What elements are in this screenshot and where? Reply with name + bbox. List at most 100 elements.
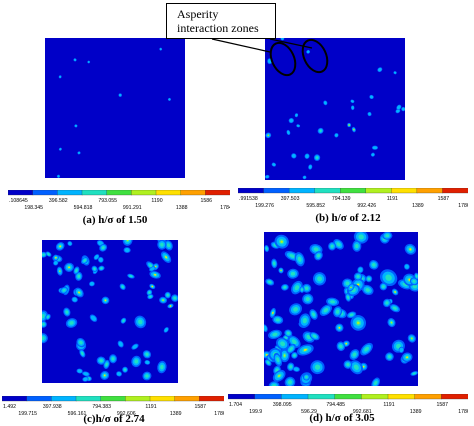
contact-spot xyxy=(398,346,405,353)
contact-spot xyxy=(312,272,327,286)
contact-spot xyxy=(313,154,321,162)
contact-spot xyxy=(352,240,362,252)
contact-spot xyxy=(387,318,396,328)
contact-spot xyxy=(45,313,51,320)
colorbar-segment xyxy=(288,187,316,194)
colorbar-tick-label: 1389 xyxy=(170,411,182,417)
contact-spot xyxy=(296,124,301,128)
contact-spot xyxy=(97,256,104,263)
colorbar-segment xyxy=(340,187,367,194)
colorbar-tick-label: 1786 xyxy=(458,203,468,209)
contact-spot xyxy=(272,315,284,325)
contact-spot xyxy=(382,232,393,240)
contact-spot xyxy=(65,318,78,328)
contact-spot xyxy=(123,247,131,253)
colorbar-tick-label: 992.426 xyxy=(357,203,376,209)
contact-spot xyxy=(89,314,98,322)
colorbar-segment xyxy=(131,189,157,196)
colorbar-segment xyxy=(125,395,151,402)
colorbar-segment xyxy=(442,187,469,194)
contact-spot xyxy=(276,337,290,351)
contact-spot xyxy=(127,273,135,279)
colorbar-segment xyxy=(391,187,418,194)
colorbar-c: 1.492 199.715 397.938 596.161 794.383 992.606… xyxy=(1,395,226,418)
colorbar-tick-label: 199.276 xyxy=(255,203,274,209)
contact-spot xyxy=(349,360,363,375)
contact-spot xyxy=(345,293,351,302)
contact-spot xyxy=(76,368,83,374)
contact-spot xyxy=(122,240,133,246)
contact-spot xyxy=(302,373,310,381)
contact-spot xyxy=(171,294,178,302)
colorbar-tick-label: 1191 xyxy=(145,404,156,410)
contact-spot xyxy=(379,282,388,291)
contact-spot xyxy=(385,352,394,361)
contact-spot xyxy=(294,113,299,118)
contact-spot xyxy=(149,283,156,290)
colorbar-segment xyxy=(57,189,83,196)
contact-spot xyxy=(410,371,418,376)
contact-spot xyxy=(317,127,324,134)
contact-spot xyxy=(42,251,47,258)
contour-plot-d xyxy=(264,232,418,386)
colorbar-tick-label: 793.055 xyxy=(98,198,117,204)
contact-spot xyxy=(76,337,86,348)
contact-spot xyxy=(336,341,346,352)
contact-spot xyxy=(333,306,343,318)
contact-spot xyxy=(60,286,69,294)
contact-spot xyxy=(159,47,163,51)
colorbar-tick-label: 794.139 xyxy=(332,196,351,202)
contact-spot xyxy=(351,126,356,133)
contact-spot xyxy=(264,245,270,253)
caption-d: (d) h/σ of 3.05 xyxy=(309,412,375,424)
contact-spot xyxy=(291,153,297,159)
colorbar-tick-label: 199.715 xyxy=(18,411,37,417)
colorbar-segment xyxy=(416,187,444,194)
contact-spot xyxy=(393,71,397,75)
colorbar-segment xyxy=(174,395,200,402)
contact-spot xyxy=(291,352,298,359)
colorbar-tick-label: 594.818 xyxy=(74,205,93,211)
contact-spot xyxy=(53,260,59,266)
contact-spot xyxy=(314,251,323,261)
contact-spot xyxy=(350,315,367,331)
colorbar-segment xyxy=(361,393,389,400)
colorbar-tick-label: 992.606 xyxy=(117,411,136,417)
contact-spot xyxy=(93,254,100,260)
contact-spot xyxy=(75,271,83,281)
contact-spot xyxy=(347,122,351,128)
contact-spot xyxy=(157,360,167,374)
contact-spot xyxy=(371,377,381,386)
contact-spot xyxy=(414,272,418,280)
colorbar-d: 1.704 199.9 398.095 596.29 794.485 992.681 119… xyxy=(227,393,470,416)
contact-spot xyxy=(391,288,399,296)
colorbar-tick-label: 991.291 xyxy=(123,205,142,211)
contact-spot xyxy=(118,93,122,97)
contact-spot xyxy=(45,251,52,257)
contact-spot xyxy=(42,320,47,328)
contact-spot xyxy=(42,333,48,344)
contact-spot xyxy=(350,105,355,111)
contact-spot xyxy=(58,147,62,151)
contact-spot xyxy=(319,304,332,316)
plot-background xyxy=(45,38,185,178)
contact-spot xyxy=(379,269,398,287)
contour-map-d xyxy=(264,232,418,386)
caption-a: (a) h/σ of 1.50 xyxy=(82,214,148,226)
contact-spot xyxy=(326,297,340,306)
colorbar-tick-label: 1389 xyxy=(412,203,424,209)
contact-spot xyxy=(389,304,401,313)
contact-spot xyxy=(149,266,156,272)
colorbar-tick-label: 1587 xyxy=(437,402,449,408)
colorbar-tick-label: 1191 xyxy=(387,196,398,202)
colorbar-segment xyxy=(237,187,265,194)
contact-spot xyxy=(360,342,373,356)
contact-spot xyxy=(347,283,355,292)
colorbar-segment xyxy=(100,395,126,402)
contact-spot xyxy=(120,317,127,324)
contact-spot xyxy=(55,242,65,251)
contact-spot xyxy=(117,340,124,348)
contact-spot xyxy=(56,174,61,178)
contact-spot xyxy=(278,267,284,274)
